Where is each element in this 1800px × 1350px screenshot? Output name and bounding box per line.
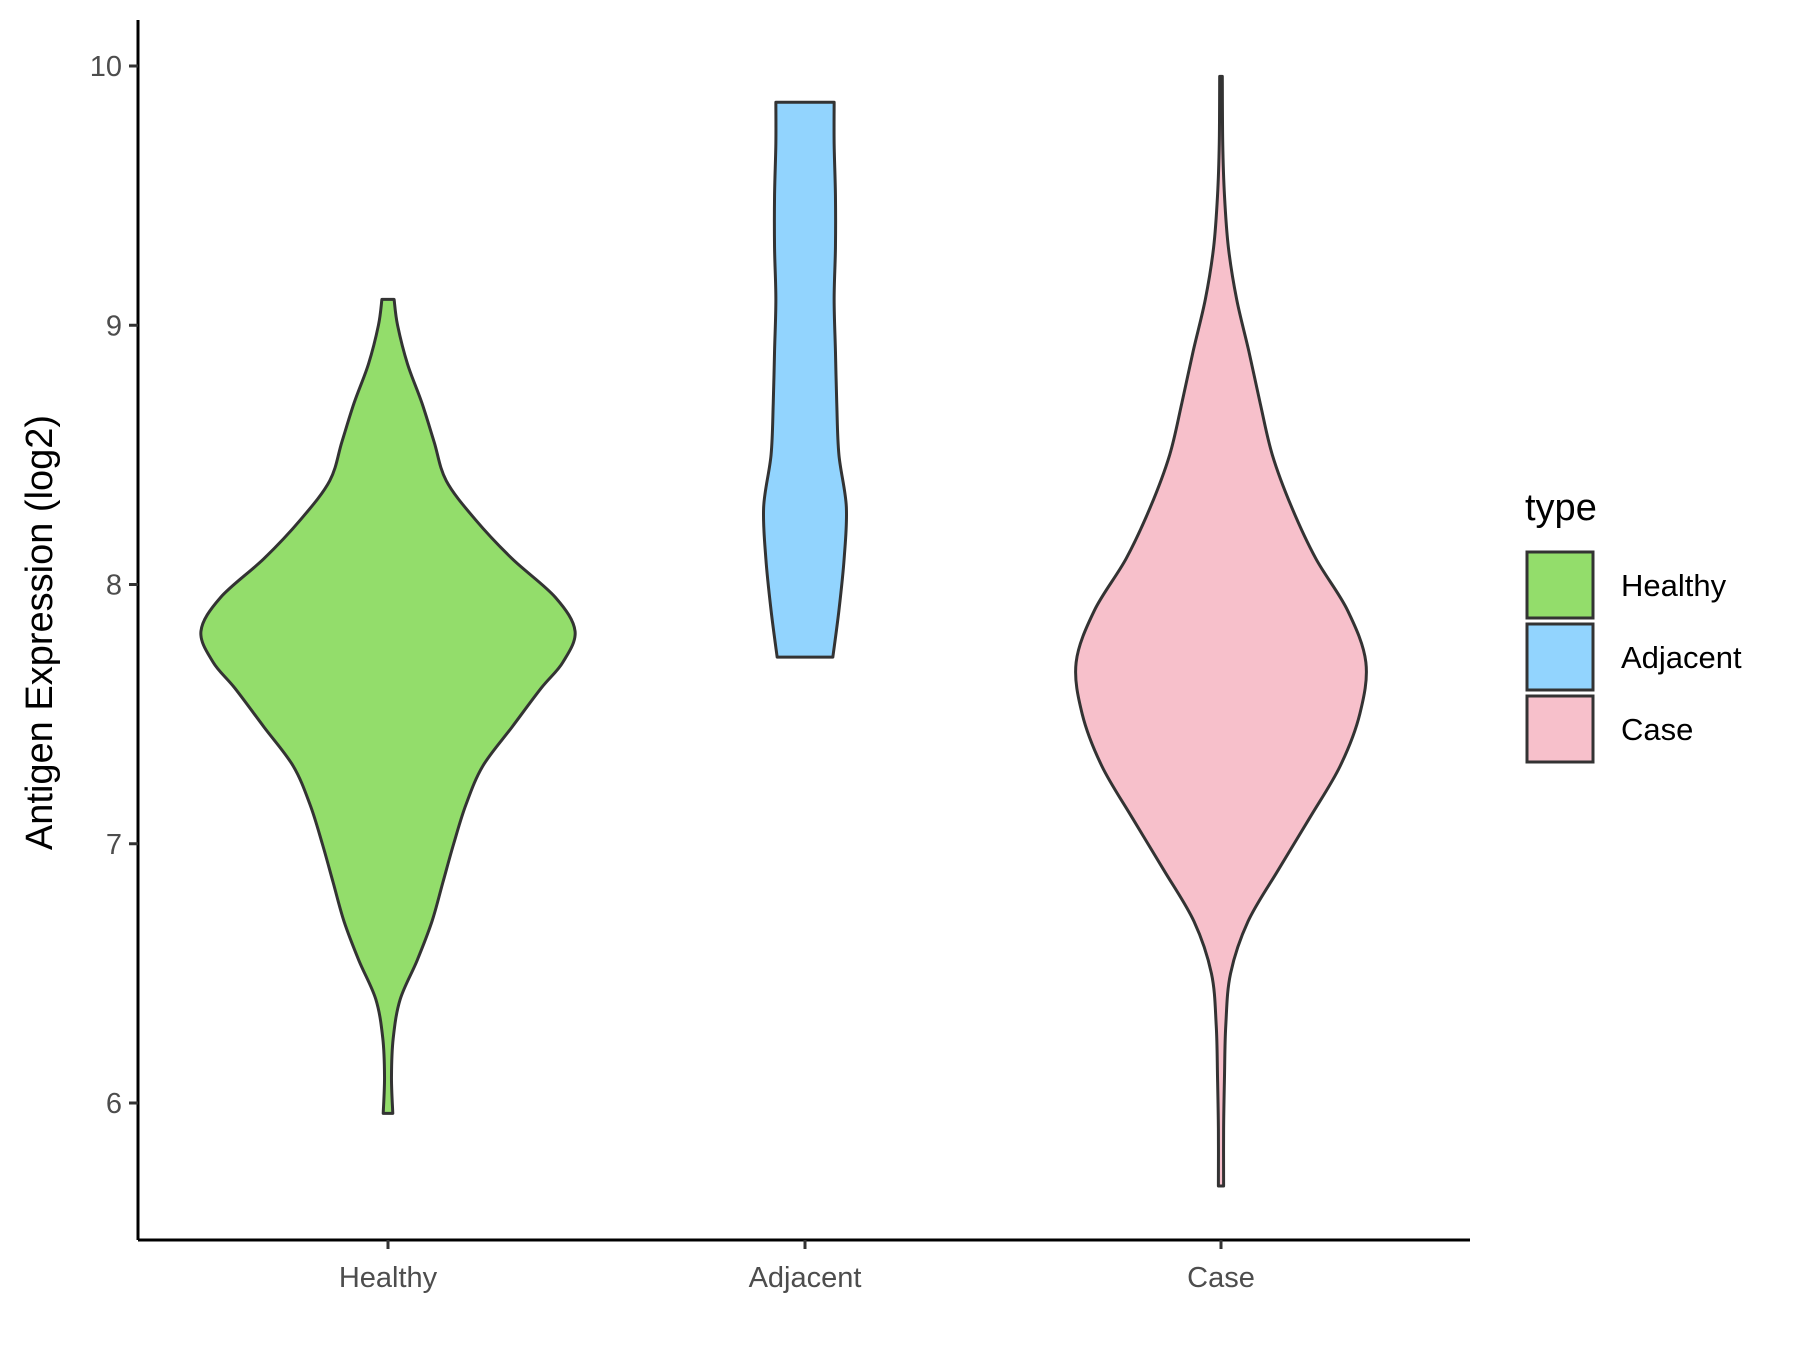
x-tick-label-healthy: Healthy bbox=[339, 1262, 438, 1294]
y-tick-label: 7 bbox=[106, 829, 122, 861]
y-ticks: 6 7 8 9 10 bbox=[90, 51, 138, 1120]
legend-key-case bbox=[1525, 694, 1595, 764]
legend-key-healthy bbox=[1525, 550, 1595, 620]
legend-key-adjacent bbox=[1525, 622, 1595, 692]
y-axis-title: Antigen Expression (log2) bbox=[19, 415, 61, 850]
x-tick-label-case: Case bbox=[1187, 1262, 1255, 1294]
legend: type Healthy Adjacent Case bbox=[1525, 487, 1742, 764]
x-ticks: Healthy Adjacent Case bbox=[339, 1240, 1255, 1294]
legend-label-healthy: Healthy bbox=[1621, 568, 1727, 603]
legend-label-case: Case bbox=[1621, 712, 1693, 747]
y-tick-label: 6 bbox=[106, 1088, 122, 1120]
y-tick-label: 10 bbox=[90, 51, 122, 83]
violin-healthy bbox=[199, 297, 577, 1115]
legend-title: type bbox=[1525, 487, 1597, 529]
violins-layer bbox=[199, 74, 1368, 1188]
violin-adjacent bbox=[761, 100, 849, 659]
y-tick-label: 9 bbox=[106, 310, 122, 342]
x-tick-label-adjacent: Adjacent bbox=[749, 1262, 862, 1294]
y-tick-label: 8 bbox=[106, 570, 122, 602]
legend-label-adjacent: Adjacent bbox=[1621, 640, 1742, 675]
violin-case bbox=[1074, 74, 1368, 1188]
